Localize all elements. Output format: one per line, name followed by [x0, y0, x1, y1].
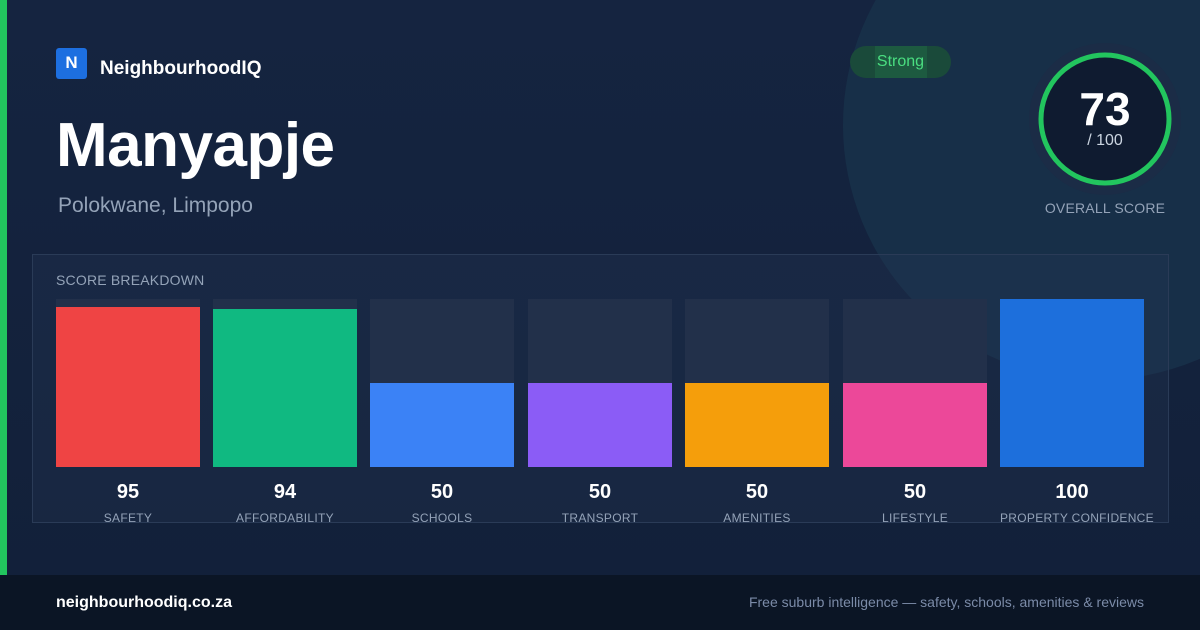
rating-badge-label: Strong: [876, 53, 925, 70]
overall-score-label: OVERALL SCORE: [1044, 200, 1166, 216]
breakdown-item-lifestyle: 50 LIFESTYLE: [843, 299, 987, 525]
breakdown-item-affordability: 94 AFFORDABILITY: [213, 299, 357, 525]
bar-track: [1000, 299, 1144, 467]
suburb-title: Manyapje: [56, 111, 335, 180]
breakdown-item-transport: 50 TRANSPORT: [528, 299, 672, 525]
accent-bar: [0, 0, 7, 575]
bar-value: 94: [273, 481, 297, 503]
breakdown-item-amenities: 50 AMENITIES: [685, 299, 829, 525]
score-breakdown-panel: SCORE BREAKDOWN 95 SAFETY 94 AFFORDABILI…: [32, 254, 1169, 525]
bar-value: 50: [903, 481, 927, 503]
bar-track: [528, 299, 672, 467]
bar-track: [213, 299, 357, 467]
bar-value: 95: [116, 481, 140, 503]
score-ring-graphic: [1029, 43, 1181, 195]
bar-fill-transport: [528, 383, 672, 467]
rating-badge-inner: Strong: [874, 46, 927, 78]
overall-score-value: 73: [1079, 83, 1131, 135]
bar-label: PROPERTY CONFIDENCE: [1000, 511, 1154, 525]
bar-label: SAFETY: [103, 511, 153, 525]
bar-label: TRANSPORT: [561, 511, 639, 525]
bar-track: [685, 299, 829, 467]
bar-fill-amenities: [685, 383, 829, 467]
score-ring-progress: [1038, 52, 1172, 186]
breakdown-item-property-confidence: 100 PROPERTY CONFIDENCE: [1000, 299, 1154, 525]
bar-value: 50: [745, 481, 769, 503]
bar-label: AMENITIES: [723, 511, 791, 525]
bar-fill-schools: [370, 383, 514, 467]
bar-fill-property-confidence: [1000, 299, 1144, 467]
brand: N NeighbourhoodIQ: [56, 46, 261, 80]
footer: neighbourhoodiq.co.za Free suburb intell…: [0, 575, 1200, 630]
bar-fill-affordability: [213, 309, 357, 467]
brand-logo-icon: N: [56, 47, 87, 79]
overall-score-ring: 73 / 100: [1028, 42, 1182, 196]
bar-value: 50: [588, 481, 612, 503]
bar-label: SCHOOLS: [411, 511, 473, 525]
bar-value: 50: [430, 481, 454, 503]
breakdown-item-schools: 50 SCHOOLS: [370, 299, 514, 525]
bar-fill-safety: [56, 307, 200, 467]
suburb-location: Polokwane, Limpopo: [58, 194, 253, 217]
score-breakdown-title: SCORE BREAKDOWN: [56, 272, 205, 288]
bar-value: 100: [1055, 481, 1089, 503]
breakdown-item-safety: 95 SAFETY: [56, 299, 200, 525]
brand-name: NeighbourhoodIQ: [100, 58, 262, 79]
bar-track: [843, 299, 987, 467]
overall-score-max: / 100: [1087, 132, 1123, 149]
bar-label: LIFESTYLE: [881, 511, 949, 525]
bar-track: [370, 299, 514, 467]
bar-label: AFFORDABILITY: [236, 511, 334, 525]
footer-domain-link[interactable]: neighbourhoodiq.co.za: [56, 594, 232, 611]
bar-track: [56, 299, 200, 467]
footer-tagline: Free suburb intelligence — safety, schoo…: [748, 594, 1144, 610]
bar-fill-lifestyle: [843, 383, 987, 467]
rating-badge: Strong: [850, 46, 951, 78]
